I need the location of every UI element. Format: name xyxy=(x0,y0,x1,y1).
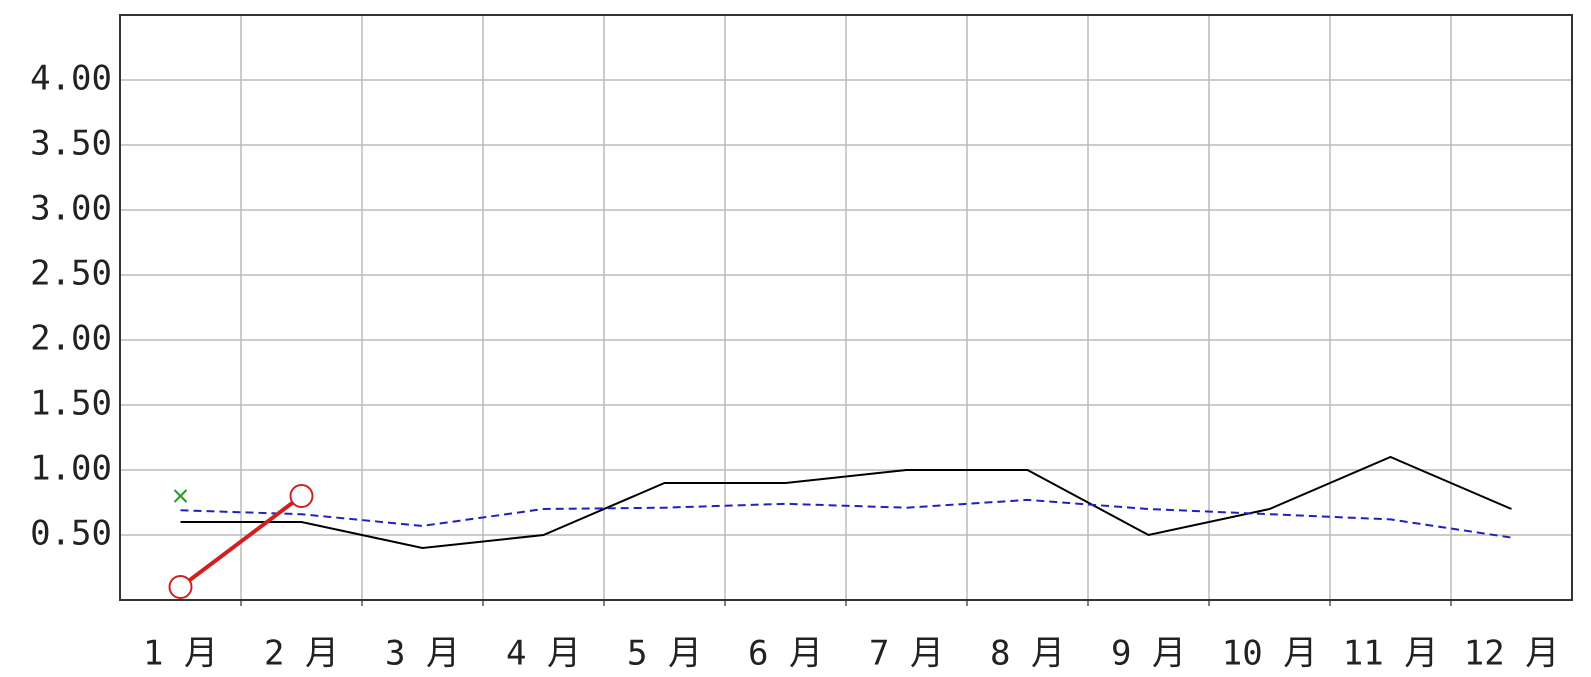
y-tick-label: 1.00 xyxy=(30,449,112,489)
point-marker xyxy=(289,484,314,508)
x-tick-label: 11 月 xyxy=(1343,634,1438,674)
point-marker xyxy=(173,489,188,503)
y-tick-label: 2.00 xyxy=(30,319,112,359)
y-tick-label: 1.50 xyxy=(30,384,112,424)
x-tick-label: 2 月 xyxy=(264,634,339,674)
y-tick-label: 0.50 xyxy=(30,514,112,554)
point-marker xyxy=(168,575,193,599)
x-tick-label: 12 月 xyxy=(1464,634,1559,674)
x-tick-label: 3 月 xyxy=(385,634,460,674)
y-tick-label: 2.50 xyxy=(30,254,112,294)
x-tick-label: 8 月 xyxy=(990,634,1065,674)
series-line xyxy=(180,498,1512,539)
y-tick-label: 3.00 xyxy=(30,189,112,229)
y-tick-label: 3.50 xyxy=(30,124,112,164)
x-tick-label: 1 月 xyxy=(143,634,218,674)
x-tick-label: 7 月 xyxy=(869,634,944,674)
series-line xyxy=(179,494,303,589)
plot-frame xyxy=(119,14,1573,601)
series-line xyxy=(180,455,1512,550)
x-tick-label: 6 月 xyxy=(748,634,823,674)
x-tick-label: 5 月 xyxy=(627,634,702,674)
x-tick-label: 4 月 xyxy=(506,634,581,674)
x-tick-label: 9 月 xyxy=(1111,634,1186,674)
x-tick-label: 10 月 xyxy=(1222,634,1317,674)
y-tick-label: 4.00 xyxy=(30,59,112,99)
